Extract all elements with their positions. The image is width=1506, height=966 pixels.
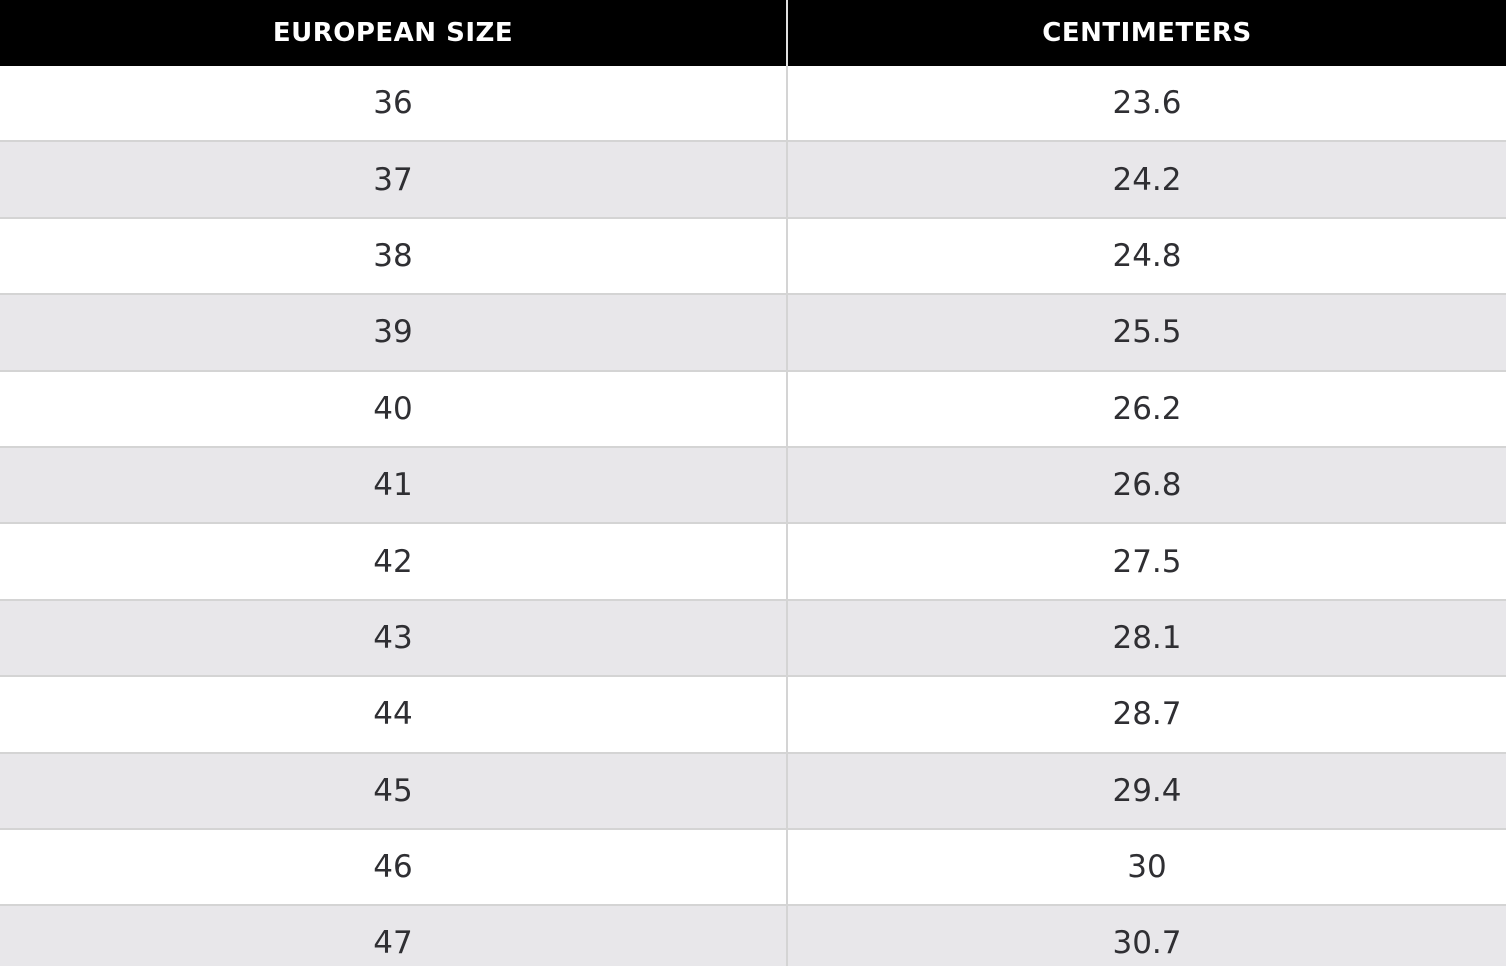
table-cell: 29.4 — [1112, 772, 1182, 809]
table-row: 39 25.5 — [0, 295, 1506, 372]
table-cell: 45 — [0, 753, 788, 828]
table-cell: 30 — [1127, 849, 1167, 886]
table-cell: 30.7 — [1112, 925, 1182, 962]
table-row: 46 30 — [0, 829, 1506, 907]
header-cell: EUROPEAN SIZE — [0, 0, 788, 66]
table-cell: 36 — [0, 66, 788, 141]
table-row: 44 28.7 — [0, 677, 1506, 754]
header-row: EUROPEAN SIZE CENTIMETERS — [0, 0, 1506, 66]
table-row: 37 24.2 — [0, 142, 1506, 219]
table-cell: 26.2 — [1112, 390, 1182, 427]
table-cell: 43 — [0, 600, 788, 676]
table-cell: 39 — [0, 295, 788, 370]
table-row: 36 23.6 — [0, 66, 1506, 143]
table-cell: 46 — [0, 829, 788, 905]
table-cell: 25.5 — [1112, 314, 1182, 351]
table-cell: 37 — [0, 142, 788, 217]
table-row: 47 30.7 — [0, 906, 1506, 966]
table-cell: 38 — [0, 218, 788, 294]
table-cell: 28.1 — [1112, 619, 1182, 656]
table-cell: 24.8 — [1112, 237, 1182, 274]
table-row: 42 27.5 — [0, 524, 1506, 601]
table-cell: 26.8 — [1112, 467, 1182, 504]
table-cell: 28.7 — [1112, 696, 1182, 733]
table-row: 40 26.2 — [0, 371, 1506, 448]
table-cell: 23.6 — [1112, 85, 1182, 122]
table-row: 43 28.1 — [0, 600, 1506, 678]
table-row: 41 26.8 — [0, 447, 1506, 525]
table-row: 45 29.4 — [0, 753, 1506, 830]
table-cell: 42 — [0, 524, 788, 599]
header-cell: CENTIMETERS — [1042, 18, 1252, 48]
table-cell: 47 — [0, 906, 788, 966]
table-row: 38 24.8 — [0, 218, 1506, 296]
table-cell: 44 — [0, 677, 788, 752]
table-cell: 27.5 — [1112, 543, 1182, 580]
table-cell: 40 — [0, 371, 788, 446]
table-cell: 24.2 — [1112, 161, 1182, 198]
table-cell: 41 — [0, 447, 788, 523]
